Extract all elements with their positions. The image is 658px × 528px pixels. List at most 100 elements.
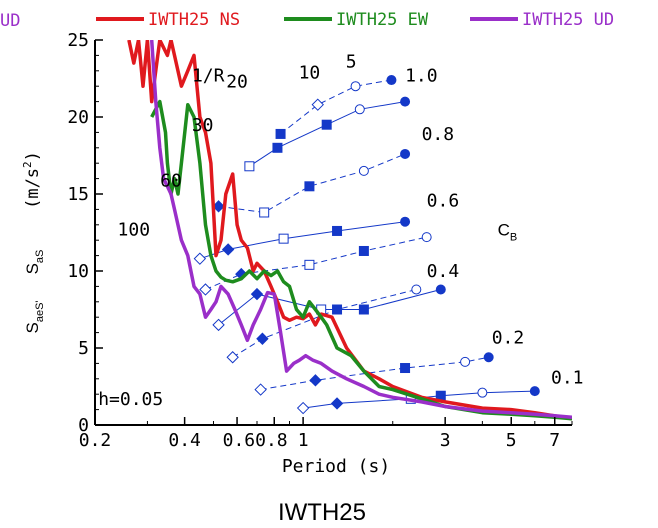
series-line-2 (149, 40, 572, 420)
series-line-0 (127, 40, 572, 421)
x-tick-label-2: 0.60.8 (223, 430, 288, 451)
cb-line-3-line (199, 221, 406, 260)
y-axis-sa-label: SaS (23, 250, 46, 275)
cb-line-5-marker-1 (250, 287, 264, 301)
cb-line-extra-1-marker-2 (400, 363, 411, 374)
cb-line-extra-2-marker-5 (529, 386, 540, 397)
cb-line-3 (193, 216, 411, 265)
cb-line-5-marker-3 (358, 304, 369, 315)
y-axis-sae-label: SaeS' (23, 300, 46, 333)
cb-line-0-line (280, 79, 392, 135)
cb-line-0-marker-0 (275, 128, 286, 139)
cb-line-3-marker-2 (278, 233, 289, 244)
cb-line-2-marker-2 (304, 181, 315, 192)
cb-line-0-marker-3 (386, 75, 397, 86)
y-tick-label-5: 25 (67, 30, 89, 51)
svg-text:SaeS': SaeS' (23, 300, 46, 333)
cb-line-extra-1-marker-1 (309, 374, 322, 387)
x-axis-label: Period (s) (282, 456, 390, 477)
cb-line-extra-2-marker-0 (296, 401, 310, 415)
cb-line-extra-1-marker-4 (483, 352, 494, 363)
chart-title: IWTH25 (278, 499, 366, 526)
legend-label-0: IWTH25 NS (148, 10, 240, 30)
cb-line-extra-2-marker-1 (330, 397, 344, 410)
cb-line-5-marker-0 (212, 318, 225, 332)
cb-line-2-line (218, 153, 406, 214)
cb-line-5-marker-4 (435, 284, 446, 295)
y-tick-label-2: 10 (67, 261, 89, 282)
cb-line-extra-1 (254, 352, 494, 396)
cb-line-1-marker-2 (321, 119, 332, 130)
cb-line-4 (199, 232, 432, 296)
cb-label: CB (498, 221, 518, 244)
cb-value-label-1: 0.8 (422, 124, 455, 145)
y-tick-label-1: 5 (78, 338, 89, 359)
damping-label: h=0.05 (98, 389, 163, 410)
cb-line-2-marker-4 (400, 148, 411, 159)
r-header-label: 1/R (192, 66, 225, 87)
x-tick-label-3: 1 (298, 430, 309, 451)
cb-line-4-marker-3 (358, 245, 369, 256)
y-tick-label-4: 20 (67, 107, 89, 128)
cb-line-1-marker-4 (400, 96, 411, 107)
cb-line-1-marker-0 (244, 161, 255, 172)
cb-value-label-4: 0.2 (492, 327, 525, 348)
svg-text:(m/s2): (m/s2) (21, 151, 43, 209)
cb-line-2-marker-1 (259, 207, 270, 218)
r-value-label-3: 30 (192, 115, 214, 136)
cb-line-0-marker-1 (311, 98, 324, 111)
cb-line-3-marker-3 (332, 225, 343, 236)
cb-line-4-marker-4 (421, 232, 432, 243)
svg-text:SaS: SaS (23, 250, 46, 275)
r-value-label-5: 100 (118, 220, 151, 241)
cb-value-label-0: 1.0 (405, 66, 438, 87)
cb-line-4-line (205, 236, 427, 290)
y-tick-label-0: 0 (78, 415, 89, 436)
cb-line-1-marker-1 (272, 142, 283, 153)
cb-value-label-3: 0.4 (427, 261, 460, 282)
legend-label-1: IWTH25 EW (336, 10, 429, 30)
cb-line-extra-0-marker-0 (226, 351, 239, 364)
cb-line-extra-1-marker-3 (460, 356, 471, 367)
annotations: 1/R 20 10 5 30 60 100 1.0 0.8 0.6 0.4 0.2 0.1 CB h=0.0… (98, 52, 583, 410)
legend-clipped-label: UD (0, 11, 20, 31)
cb-line-0-marker-2 (350, 81, 361, 92)
r-value-label-0: 20 (226, 72, 248, 93)
x-tick-label-6: 7 (549, 430, 560, 451)
plot-area (127, 40, 572, 421)
legend-label-2: IWTH25 UD (522, 10, 614, 30)
r-value-label-1: 10 (299, 63, 321, 84)
cb-line-1-marker-3 (354, 104, 365, 115)
cb-line-extra-1-line (260, 356, 489, 391)
cb-line-extra-0 (226, 284, 422, 364)
r-value-label-4: 60 (160, 170, 182, 191)
cb-line-4-marker-0 (199, 283, 212, 296)
r-value-label-2: 5 (346, 52, 357, 73)
y-axis-label: (m/s2) (21, 151, 43, 209)
x-tick-label-1: 0.4 (168, 430, 201, 451)
legend: UD IWTH25 NS IWTH25 EW IWTH25 UD (0, 10, 614, 31)
x-tick-label-4: 3 (440, 430, 451, 451)
cb-line-3-marker-0 (193, 252, 207, 265)
cb-line-extra-0-marker-2 (332, 304, 343, 315)
cb-line-1 (244, 96, 411, 172)
y-axis-unit-sup: 2 (21, 161, 34, 168)
cb-line-extra-2-marker-4 (477, 387, 488, 398)
cb-value-label-2: 0.6 (427, 190, 460, 211)
cb-line-2 (212, 148, 411, 218)
x-tick-label-5: 5 (506, 430, 517, 451)
cb-line-5 (212, 284, 446, 332)
y-tick-label-3: 15 (67, 184, 89, 205)
cb-line-extra-0-marker-3 (411, 284, 422, 295)
cb-line-extra-0-line (232, 289, 417, 358)
cb-line-extra-0-marker-1 (256, 332, 269, 345)
cb-line-extra-1-marker-0 (254, 383, 267, 396)
cb-line-3-marker-4 (400, 216, 411, 227)
cb-line-3-marker-1 (221, 243, 235, 256)
cb-line-2-marker-3 (358, 165, 369, 176)
cb-line-0 (275, 75, 397, 139)
y-axis-unit: (m/s (23, 168, 43, 209)
cb-line-4-marker-2 (304, 259, 315, 270)
x-tick-label-0: 0.2 (79, 430, 112, 451)
